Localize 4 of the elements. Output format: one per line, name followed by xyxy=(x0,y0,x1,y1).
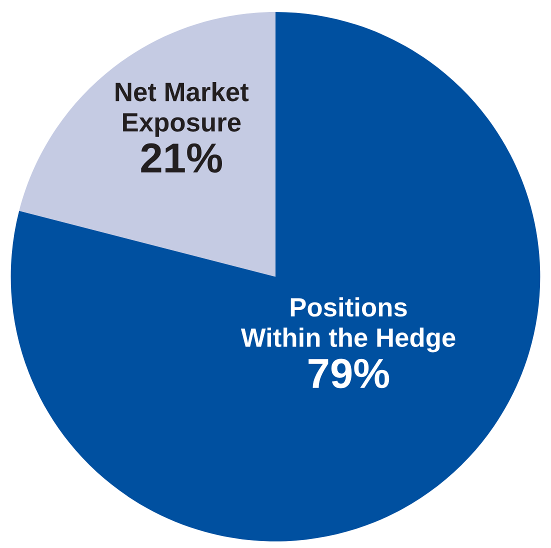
data-label: 79% xyxy=(308,358,390,388)
slice-label: Net Market Exposure xyxy=(116,82,249,137)
slice-label: Positions Within the Hedge xyxy=(240,297,456,352)
data-label: 21% xyxy=(141,143,222,173)
